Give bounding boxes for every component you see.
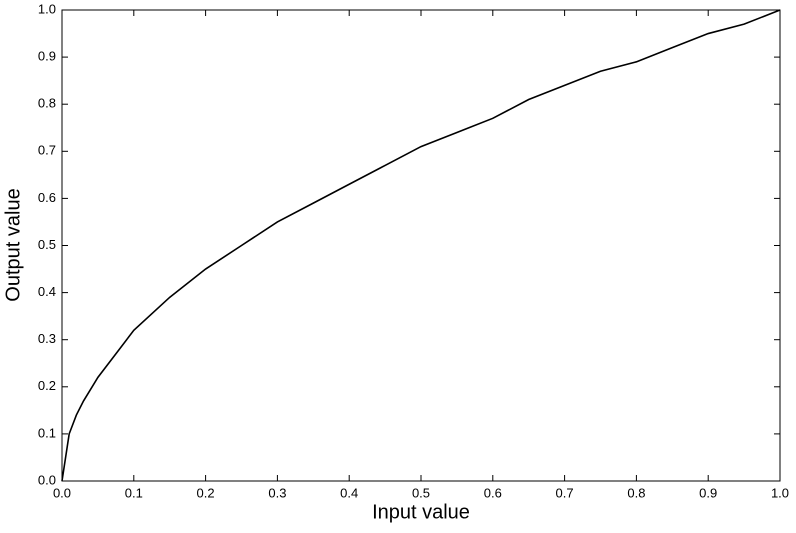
y-tick-label: 0.9: [38, 49, 56, 64]
x-axis-label: Input value: [372, 501, 470, 523]
x-tick-label: 0.1: [125, 485, 143, 500]
y-tick-label: 0.6: [38, 190, 56, 205]
x-tick-label: 0.0: [53, 485, 71, 500]
x-tick-label: 0.8: [627, 485, 645, 500]
y-tick-label: 0.5: [38, 237, 56, 252]
x-tick-label: 0.4: [340, 485, 358, 500]
y-axis-label: Output value: [2, 188, 24, 301]
y-tick-label: 0.8: [38, 96, 56, 111]
y-tick-label: 1.0: [38, 1, 56, 16]
y-tick-label: 0.3: [38, 331, 56, 346]
y-tick-label: 0.4: [38, 284, 56, 299]
x-tick-label: 1.0: [771, 485, 789, 500]
data-line: [61, 9, 781, 482]
y-tick-label: 0.7: [38, 143, 56, 158]
x-tick-label: 0.7: [556, 485, 574, 500]
y-tick-label: 0.2: [38, 378, 56, 393]
plot-frame: [61, 9, 781, 482]
x-tick-label: 0.2: [197, 485, 215, 500]
x-tick-label: 0.3: [268, 485, 286, 500]
x-tick-label: 0.5: [412, 485, 430, 500]
x-tick-label: 0.6: [484, 485, 502, 500]
y-tick-label: 0.1: [38, 425, 56, 440]
x-tick-label: 0.9: [699, 485, 717, 500]
y-tick-label: 0.0: [38, 472, 56, 487]
